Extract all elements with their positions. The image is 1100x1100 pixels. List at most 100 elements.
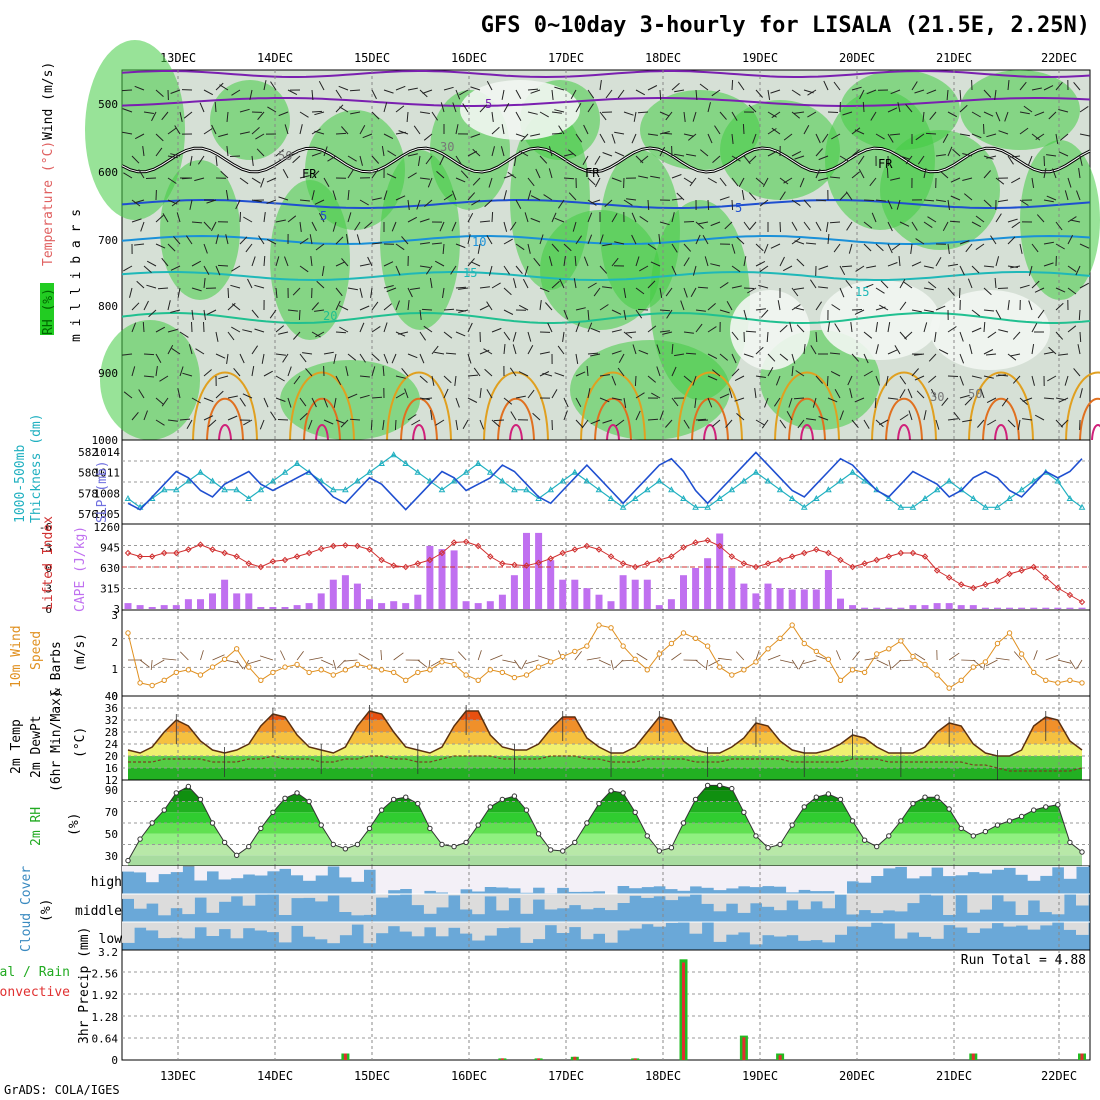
wind-barb xyxy=(1058,353,1069,356)
wind-barb xyxy=(491,211,494,223)
cloud-clear-fraction xyxy=(653,866,666,887)
cloud-clear-fraction xyxy=(556,894,570,909)
wind10-barb xyxy=(380,649,382,661)
cloud-clear-fraction xyxy=(218,866,232,880)
li-marker xyxy=(583,542,591,550)
wind-barb xyxy=(830,370,841,377)
wind10-marker xyxy=(886,646,892,652)
tick-label: 70 xyxy=(105,806,118,819)
li-marker xyxy=(801,549,808,557)
cloud-clear-fraction xyxy=(677,894,691,897)
wind-barb xyxy=(617,367,625,377)
wind-barb xyxy=(131,322,137,333)
wind-barb xyxy=(382,365,385,377)
wind-barb xyxy=(458,287,469,290)
tick-label: 315 xyxy=(100,583,120,596)
rh2m-marker xyxy=(1018,813,1025,820)
wind-barb xyxy=(587,309,590,321)
wind-barb xyxy=(427,177,433,188)
wind-barb xyxy=(1079,282,1090,289)
cloud-clear-fraction xyxy=(1003,894,1017,902)
wind10-marker xyxy=(378,667,385,673)
wind-barb xyxy=(267,106,277,113)
date-bottom-label: 13DEC xyxy=(160,1069,196,1083)
isotherm-30 xyxy=(303,397,341,441)
wind-barb xyxy=(587,103,594,113)
cloud-clear-fraction xyxy=(134,866,147,873)
wind-barb xyxy=(215,155,218,166)
wind10-marker xyxy=(246,664,252,670)
cloud-clear-fraction xyxy=(641,866,654,888)
wind-barb xyxy=(551,389,558,399)
wind10-barb xyxy=(1033,650,1038,661)
li-marker xyxy=(511,561,518,569)
wind-barb xyxy=(535,168,541,179)
wind-barb xyxy=(863,199,875,201)
wind-barb xyxy=(371,396,383,399)
wind-barb xyxy=(1031,87,1042,91)
wind-barb xyxy=(370,419,373,431)
cloud-clear-fraction xyxy=(858,866,872,883)
wind-barb xyxy=(854,129,865,135)
wind-barb xyxy=(1055,331,1064,340)
wind-barb xyxy=(455,243,466,249)
wind-barb xyxy=(791,353,796,364)
cape-bar xyxy=(402,603,410,609)
isotherm-35 xyxy=(509,424,523,441)
wind-barb xyxy=(422,397,433,400)
wind-barb xyxy=(429,278,433,289)
rh2m-marker xyxy=(1006,818,1013,824)
cape-bar xyxy=(716,533,724,609)
wind-barb xyxy=(707,397,713,408)
wind10-barb xyxy=(891,659,902,669)
wind-barb xyxy=(959,240,970,245)
wind-barb xyxy=(407,287,413,298)
wind-barb xyxy=(333,397,337,408)
wind10-marker xyxy=(258,677,264,683)
rh-blob xyxy=(960,70,1080,150)
wind-barb xyxy=(971,327,982,333)
wind-barb xyxy=(443,331,453,339)
wind-barb xyxy=(997,287,1009,289)
wind-barb xyxy=(791,221,798,231)
wind-barb xyxy=(947,418,958,421)
wind-barb xyxy=(639,215,649,223)
wind-barb xyxy=(455,124,459,135)
li-marker xyxy=(668,553,675,560)
wind-barb xyxy=(554,109,565,113)
cape-bar xyxy=(957,605,965,609)
wind-barb xyxy=(941,397,949,407)
wind-barb xyxy=(594,177,601,188)
li-marker xyxy=(788,553,796,560)
wind-barb xyxy=(686,153,697,157)
wind-barb xyxy=(590,353,601,357)
cloud-clear-fraction xyxy=(858,922,872,927)
wind10-barb xyxy=(477,650,482,661)
cloud-clear-fraction xyxy=(423,866,437,891)
wind-barb xyxy=(340,419,349,428)
wind-barb xyxy=(299,124,303,135)
wind-barb xyxy=(878,419,889,426)
wind-barb xyxy=(371,325,381,333)
wind-barb xyxy=(401,367,409,377)
wind-barb xyxy=(659,221,670,226)
wind-barb xyxy=(623,111,634,116)
wind-barb xyxy=(539,287,550,293)
wind-barb xyxy=(314,199,325,205)
cloud-clear-fraction xyxy=(774,894,787,911)
cloud-clear-fraction xyxy=(1015,922,1029,926)
wind-barb xyxy=(869,177,877,187)
wind-barb xyxy=(755,89,763,98)
wind10-marker xyxy=(330,672,336,678)
wind-barb xyxy=(551,89,554,100)
wind-barb xyxy=(563,243,572,252)
cloud-clear-fraction xyxy=(351,866,364,882)
rh-dry-patch xyxy=(460,80,580,140)
wind-barb xyxy=(354,221,361,231)
wind-barb xyxy=(251,199,262,203)
wind-barb xyxy=(845,279,853,289)
rh2m-marker xyxy=(366,825,373,832)
tick-label: 20 xyxy=(105,750,118,763)
wind-barb xyxy=(755,243,764,252)
